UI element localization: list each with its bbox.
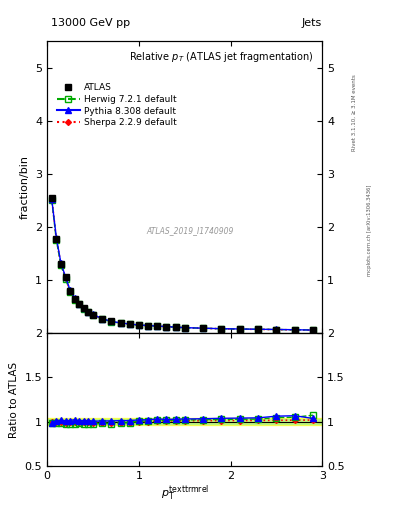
- Y-axis label: Ratio to ATLAS: Ratio to ATLAS: [9, 361, 19, 438]
- Legend: ATLAS, Herwig 7.2.1 default, Pythia 8.308 default, Sherpa 2.2.9 default: ATLAS, Herwig 7.2.1 default, Pythia 8.30…: [54, 80, 180, 130]
- Text: Jets: Jets: [302, 18, 322, 28]
- Text: ATLAS_2019_I1740909: ATLAS_2019_I1740909: [147, 226, 234, 236]
- Text: Relative $p_{T}$ (ATLAS jet fragmentation): Relative $p_{T}$ (ATLAS jet fragmentatio…: [129, 50, 314, 63]
- Text: 13000 GeV pp: 13000 GeV pp: [51, 18, 130, 28]
- X-axis label: $p_{\rm T}^{\rm{texttrm{rel}}}$: $p_{\rm T}^{\rm{texttrm{rel}}}$: [160, 483, 209, 503]
- Text: Rivet 3.1.10, ≥ 3.1M events: Rivet 3.1.10, ≥ 3.1M events: [352, 74, 357, 151]
- Bar: [47, 419, 322, 424]
- Text: mcplots.cern.ch [arXiv:1306.3436]: mcplots.cern.ch [arXiv:1306.3436]: [367, 185, 373, 276]
- Y-axis label: fraction/bin: fraction/bin: [20, 155, 29, 219]
- Bar: [47, 418, 322, 425]
